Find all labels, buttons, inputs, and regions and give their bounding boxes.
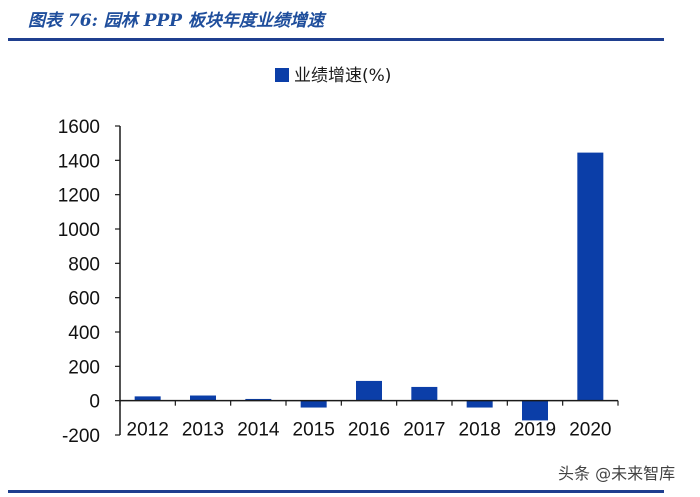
bar-2017	[411, 386, 438, 401]
title-rule	[8, 38, 664, 41]
x-tick-label: 2019	[514, 420, 556, 441]
x-tick-label: 2012	[127, 420, 169, 441]
y-tick-label: 1600	[58, 117, 100, 138]
y-tick-label: 0	[89, 392, 100, 413]
bar-2014	[245, 398, 272, 401]
y-tick-label: -200	[62, 426, 100, 447]
bar-2015	[300, 400, 327, 408]
x-tick-label: 2016	[348, 420, 390, 441]
bar-series	[134, 152, 604, 421]
bar-2016	[356, 380, 382, 401]
x-tick-label: 2018	[459, 420, 501, 441]
y-tick-label: 400	[68, 323, 100, 344]
bar-2020	[577, 152, 604, 401]
x-axis: 2012 2013 2014 2015 2016 2017 2018 2019 2020	[119, 399, 619, 441]
watermark-text: 头条 @未来智库	[558, 464, 676, 483]
legend: 业绩增速(%)	[275, 66, 391, 86]
bar-2012	[134, 396, 161, 401]
y-tick-label: 1000	[58, 220, 100, 241]
x-tick-label: 2014	[237, 420, 280, 441]
legend-label: 业绩增速(%)	[294, 66, 391, 86]
x-tick-label: 2015	[293, 420, 335, 441]
y-tick-label: 1400	[58, 151, 100, 172]
y-tick-label: 1200	[58, 186, 100, 207]
bottom-rule	[8, 490, 664, 493]
x-tick-label: 2017	[403, 420, 445, 441]
figure-title: 图表 76: 园林 PPP 板块年度业绩增速	[28, 11, 324, 31]
bar-2018	[466, 400, 493, 408]
y-tick-label: 200	[68, 357, 100, 378]
x-tick-label: 2020	[569, 420, 611, 441]
y-tick-label: 800	[68, 254, 100, 275]
legend-swatch	[275, 68, 289, 82]
bar-2013	[190, 395, 216, 401]
x-tick-label: 2013	[182, 420, 224, 441]
bar-2019	[522, 400, 548, 421]
y-axis: -200 0 200 400 600 800 1000 1200 1400 1600	[58, 117, 121, 447]
y-tick-label: 600	[68, 289, 100, 310]
